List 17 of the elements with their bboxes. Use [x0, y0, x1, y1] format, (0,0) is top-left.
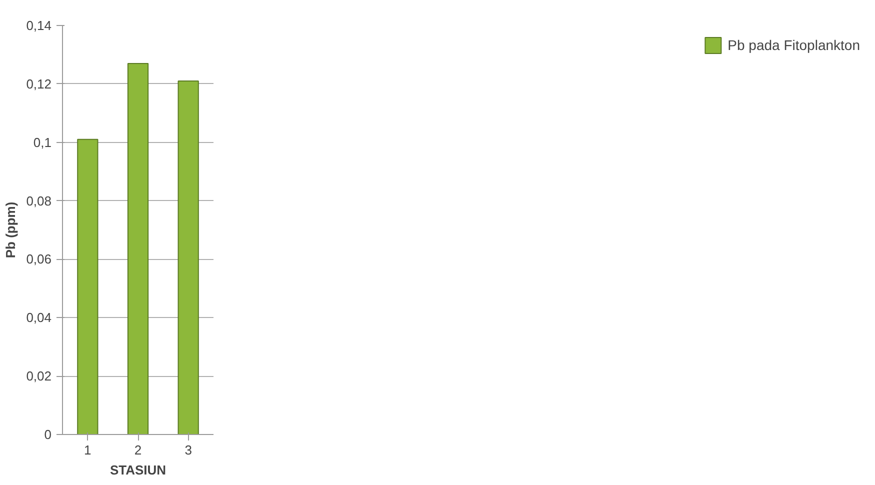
bar	[178, 80, 199, 434]
y-tick-label: 0,14	[26, 18, 52, 33]
legend-label: Pb pada Fitoplankton	[728, 37, 860, 53]
x-tick-label: 2	[134, 442, 142, 458]
y-tick-label: 0	[44, 427, 52, 442]
x-tick-label: 3	[184, 442, 192, 458]
y-tick-label: 0,02	[26, 368, 52, 384]
y-tick-label: 0,06	[26, 252, 52, 267]
x-tick-label: 1	[84, 442, 92, 458]
y-tick-label: 0,1	[33, 134, 52, 150]
bar	[77, 138, 98, 434]
y-axis-title: Pb (ppm)	[3, 202, 18, 258]
y-tick-label: 0,12	[26, 76, 52, 92]
x-axis-title: STASIUN	[110, 462, 166, 478]
y-tick-label: 0,08	[26, 193, 52, 208]
y-tick-label: 0,04	[26, 310, 52, 326]
bar	[127, 62, 149, 434]
